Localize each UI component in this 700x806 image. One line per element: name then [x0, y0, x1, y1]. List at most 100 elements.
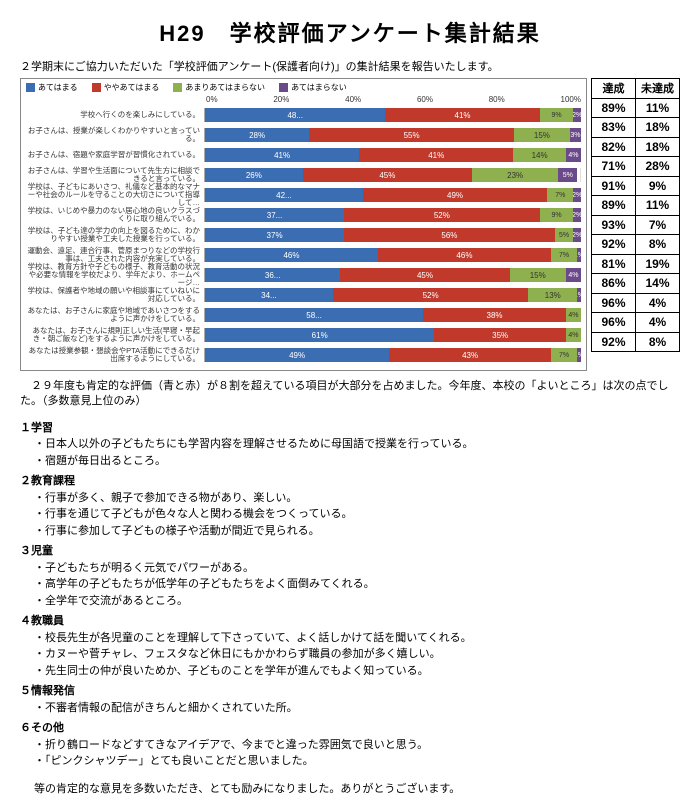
- bar-segment: 43%: [389, 348, 551, 362]
- category-item: ・行事に参加して子どもの様子や活動が間近で見られる。: [20, 523, 680, 540]
- row-label: 学校は、子どもにあいさつ、礼儀など基本的なマナーや社会のルールを守ることの大切さ…: [26, 183, 204, 208]
- cell-achieve: 89%: [592, 196, 636, 216]
- bar-segment: 1%: [577, 248, 581, 262]
- bar-segment: 48...: [205, 108, 385, 122]
- bar-segment: 37%: [205, 228, 344, 242]
- category-item: ・行事が多く、親子で参加できる物があり、楽しい。: [20, 490, 680, 507]
- row-label: あなたは、お子さんに家庭や地域であいさつをするように声かけをしている。: [26, 307, 204, 324]
- closing: 等の肯定的な意見を多数いただき、とても励みになりました。ありがとうございます。: [20, 780, 680, 796]
- bar-row: お子さんは、宿題や家庭学習が習慣化されている。41%41%14%4%: [26, 146, 581, 164]
- bar-row: 学校は、子ども達の学力の向上を図るために、わかりやすい授業や工夫した授業を行って…: [26, 226, 581, 244]
- bar-segment: 45%: [340, 268, 509, 282]
- bar-segment: 15%: [510, 268, 566, 282]
- bar-segment: 41%: [205, 148, 359, 162]
- legend-label: あてはまらない: [291, 82, 347, 93]
- category-item: ・子どもたちが明るく元気でパワーがある。: [20, 560, 680, 577]
- legend-label: あまりあてはまらない: [185, 82, 265, 93]
- legend-item: あてはまらない: [279, 82, 347, 93]
- bar-track: 49%43%7%1%: [204, 348, 581, 362]
- bar-row: あなたは、お子さんに家庭や地域であいさつをするように声かけをしている。58...…: [26, 306, 581, 324]
- achievement-table: 達成 未達成 89%11%83%18%82%18%71%28%91%9%89%1…: [591, 78, 680, 352]
- cell-not: 11%: [636, 98, 680, 118]
- category-item: ・全学年で交流があるところ。: [20, 593, 680, 610]
- bar-segment: 4%: [566, 268, 581, 282]
- cell-achieve: 93%: [592, 215, 636, 235]
- bar-segment: 52%: [333, 288, 529, 302]
- bar-track: 37...52%9%2%: [204, 208, 581, 222]
- cell-not: 11%: [636, 196, 680, 216]
- category-item: ・折り鶴ロードなどすてきなアイデアで、今までと違った雰囲気で良いと思う。: [20, 737, 680, 754]
- bar-segment: 49%: [205, 348, 389, 362]
- bar-track: 48...41%9%2%: [204, 108, 581, 122]
- legend: あてはまる ややあてはまる あまりあてはまらない あてはまらない: [26, 82, 581, 93]
- cell-achieve: 91%: [592, 176, 636, 196]
- bar-segment: 7%: [551, 248, 577, 262]
- bar-row: 学校は、教育方針や子どもの様子、教育活動の状況や必要な情報を学校だより、学年だよ…: [26, 266, 581, 284]
- bar-segment: 4%: [566, 328, 581, 342]
- bar-segment: 38%: [423, 308, 566, 322]
- bar-segment: 15%: [514, 128, 570, 142]
- cell-not: 4%: [636, 293, 680, 313]
- axis-tick: 40%: [345, 95, 361, 104]
- bar-segment: 4%: [566, 308, 581, 322]
- row-label: 学校は、保護者や地域の願いや相談事にていねいに対応している。: [26, 287, 204, 304]
- row-label: 学校は、いじめや暴力のない居心地の良いクラスづくりに取り組んでいる。: [26, 207, 204, 224]
- bar-segment: 9%: [540, 108, 574, 122]
- bar-segment: 7%: [547, 188, 573, 202]
- bar-segment: 37...: [205, 208, 344, 222]
- bar-track: 37%56%5%2%: [204, 228, 581, 242]
- bar-track: 42...49%7%2%: [204, 188, 581, 202]
- intro-text: ２学期末にご協力いただいた「学校評価アンケート(保護者向け)」の集計結果を報告い…: [20, 58, 680, 74]
- cell-achieve: 96%: [592, 293, 636, 313]
- bar-row: あなたは授業参観・懇談会やPTA活動にできるだけ出席するようにしている。49%4…: [26, 346, 581, 364]
- summary: ２９年度も肯定的な評価（青と赤）が８割を超えている項目が大部分を占めました。今年…: [20, 379, 680, 410]
- legend-swatch: [279, 83, 288, 92]
- bar-segment: 36...: [205, 268, 340, 282]
- cell-achieve: 86%: [592, 274, 636, 294]
- bar-segment: 42...: [205, 188, 363, 202]
- category-item: ・校長先生が各児童のことを理解して下さっていて、よく話しかけて話を聞いてくれる。: [20, 630, 680, 647]
- category-item: ・高学年の子どもたちが低学年の子どもたちをよく面倒みてくれる。: [20, 576, 680, 593]
- category-head: ３児童: [20, 543, 680, 560]
- bar-track: 26%45%23%5%: [204, 168, 581, 182]
- bar-segment: 58...: [205, 308, 423, 322]
- bar-segment: 56%: [344, 228, 555, 242]
- legend-label: ややあてはまる: [104, 82, 160, 93]
- legend-swatch: [92, 83, 101, 92]
- cell-not: 18%: [636, 137, 680, 157]
- bar-row: お子さんは、授業が楽しくわかりやすいと言っている。28%55%15%3%: [26, 126, 581, 144]
- cell-not: 4%: [636, 313, 680, 333]
- bar-segment: 2%: [573, 108, 581, 122]
- categories: １学習・日本人以外の子どもたちにも学習内容を理解させるために母国語で授業を行って…: [20, 420, 680, 770]
- cell-not: 28%: [636, 157, 680, 177]
- category-head: ４教職員: [20, 613, 680, 630]
- axis: 0%20%40%60%80%100%: [206, 95, 581, 104]
- page-title: H29 学校評価アンケート集計結果: [20, 16, 680, 48]
- legend-swatch: [173, 83, 182, 92]
- bar-segment: 26%: [205, 168, 303, 182]
- cell-achieve: 96%: [592, 313, 636, 333]
- bar-track: 58...38%4%: [204, 308, 581, 322]
- row-label: お子さんは、学習や生活面について先生方に相談できると言っている。: [26, 167, 204, 184]
- bar-row: 学校へ行くのを楽しみにしている。48...41%9%2%: [26, 106, 581, 124]
- category-item: ・先生同士の仲が良いためか、子どものことを学年が進んでもよく知っている。: [20, 663, 680, 680]
- bar-segment: 1%: [577, 288, 581, 302]
- chart-area: あてはまる ややあてはまる あまりあてはまらない あてはまらない 0%20%40%60…: [20, 78, 587, 371]
- bar-row: 学校は、いじめや暴力のない居心地の良いクラスづくりに取り組んでいる。37...5…: [26, 206, 581, 224]
- legend-item: あてはまる: [26, 82, 78, 93]
- category-head: ２教育課程: [20, 473, 680, 490]
- bar-segment: 49%: [363, 188, 547, 202]
- legend-swatch: [26, 83, 35, 92]
- bar-segment: 28%: [205, 128, 309, 142]
- bar-row: 学校は、保護者や地域の願いや相談事にていねいに対応している。34...52%13…: [26, 286, 581, 304]
- legend-item: あまりあてはまらない: [173, 82, 265, 93]
- bar-segment: 41%: [385, 108, 539, 122]
- bar-track: 28%55%15%3%: [204, 128, 581, 142]
- category-head: １学習: [20, 420, 680, 437]
- bar-segment: 23%: [472, 168, 558, 182]
- row-label: 学校へ行くのを楽しみにしている。: [26, 111, 204, 119]
- row-label: お子さんは、授業が楽しくわかりやすいと言っている。: [26, 127, 204, 144]
- cell-not: 19%: [636, 254, 680, 274]
- bar-segment: 46%: [378, 248, 551, 262]
- cell-not: 8%: [636, 332, 680, 352]
